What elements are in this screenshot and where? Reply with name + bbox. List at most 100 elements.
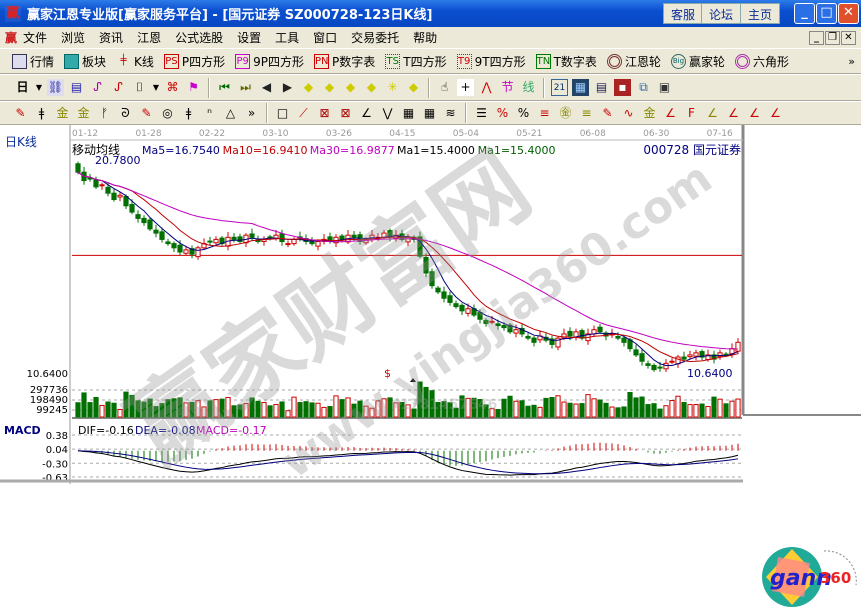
network-icon[interactable]: ⧉ (639, 80, 648, 94)
four-angle-icon[interactable]: ∠ (770, 105, 781, 120)
wave9-icon[interactable]: ᔑ (114, 80, 123, 94)
menu-info[interactable]: 资讯 (99, 31, 124, 45)
gold-lines-icon[interactable]: ≡ (581, 105, 592, 120)
flag-icon[interactable]: ⚑ (188, 80, 199, 94)
circle-icon[interactable]: ◎ (162, 105, 173, 120)
p-square-button[interactable]: PS P四方形 (163, 53, 226, 69)
menu-settings[interactable]: 设置 (237, 31, 262, 45)
menu-file[interactable]: 文件 (23, 31, 48, 45)
fit-icon[interactable]: ✳ (387, 80, 398, 94)
percent-line-icon[interactable]: % (496, 105, 509, 120)
customer-service-button[interactable]: 客服 (663, 3, 704, 24)
grid-lines-icon[interactable]: ǂ (185, 105, 192, 120)
menu-trade[interactable]: 交易委托 (351, 31, 400, 45)
sector-button[interactable]: 板块 (64, 53, 106, 70)
wave3-icon[interactable]: ᔑ (93, 80, 102, 94)
triangle-icon[interactable]: △ (225, 105, 236, 120)
percent-lines-icon[interactable]: ≡ (539, 105, 550, 120)
hatch-icon[interactable]: ▦ (402, 105, 415, 120)
app-menu-icon[interactable]: 赢 (5, 31, 18, 45)
move-icon[interactable]: ◆ (408, 80, 419, 94)
gold2-icon[interactable]: 金 (77, 105, 90, 120)
link-icon[interactable]: ⛓ (47, 79, 64, 96)
9p-square-button[interactable]: P9 9P四方形 (235, 53, 305, 69)
mdi-restore-button[interactable]: ❐ (825, 31, 840, 45)
menu-gann[interactable]: 江恩 (137, 31, 162, 45)
pen3-icon[interactable]: ✎ (602, 105, 613, 120)
more-chevron-icon[interactable]: » (848, 54, 855, 68)
angle2-icon[interactable]: ∠ (665, 105, 676, 120)
minimize-button[interactable]: _ (794, 3, 815, 24)
wave-icon[interactable]: ∿ (623, 105, 634, 120)
angle-icon[interactable]: ∠ (361, 105, 372, 120)
box2-icon[interactable]: ⊠ (340, 105, 351, 120)
dropdown-arrow-icon[interactable]: ▼ (35, 83, 43, 92)
9t-square-button[interactable]: T9 9T四方形 (456, 53, 526, 69)
percent-icon[interactable]: % (517, 105, 530, 120)
save-icon[interactable]: ▪ (614, 79, 631, 96)
computer-icon[interactable]: ▣ (658, 80, 671, 94)
winner-wheel-button[interactable]: Big 赢家轮 (670, 53, 725, 69)
t-number-table-button[interactable]: TN T数字表 (535, 53, 597, 69)
line-icon[interactable]: ⋀ (481, 80, 492, 94)
win-angle-icon[interactable]: ∠ (749, 105, 760, 120)
menu-browse[interactable]: 浏览 (61, 31, 86, 45)
angle3-icon[interactable]: ∠ (728, 105, 739, 120)
last-icon[interactable]: ⏭ (240, 80, 251, 94)
gold3-icon[interactable]: 金 (643, 105, 656, 120)
pen2-icon[interactable]: ✎ (141, 105, 152, 120)
box-icon[interactable]: ⊠ (319, 105, 330, 120)
gold-circle-icon[interactable]: ㊎ (559, 105, 572, 120)
mdi-minimize-button[interactable]: _ (809, 31, 824, 45)
parallel-icon[interactable]: ǂ (38, 105, 45, 120)
shrink-icon[interactable]: ◆ (366, 80, 377, 94)
hatch2-icon[interactable]: ▦ (423, 105, 436, 120)
menu-help[interactable]: 帮助 (413, 31, 438, 45)
rect-icon[interactable]: □ (276, 105, 289, 120)
lines-icon[interactable]: ≋ (445, 105, 456, 120)
pattern-icon[interactable]: ⌘ (166, 80, 179, 94)
spiral-icon[interactable]: ᘐ (121, 105, 130, 120)
zoom-right-icon[interactable]: ◆ (324, 80, 335, 94)
crosshair-icon[interactable]: + (457, 79, 474, 96)
chart-area[interactable]: 日K线 01-12 01-28 02-22 03-10 03-26 04-15 05-04 0… (0, 125, 861, 607)
close-button[interactable]: ✕ (838, 3, 859, 24)
mdi-close-button[interactable]: ✕ (841, 31, 856, 45)
hand-icon[interactable]: ☝ (440, 80, 449, 94)
zoom-left-icon[interactable]: ◆ (303, 80, 314, 94)
menu-window[interactable]: 窗口 (313, 31, 338, 45)
p-number-table-button[interactable]: PN P数字表 (314, 53, 376, 69)
fib-icon[interactable]: ⁿ (207, 105, 212, 120)
calendar-icon[interactable]: 21 (551, 79, 568, 96)
section-icon[interactable]: 节 (501, 80, 514, 94)
candle-type-icon[interactable]: ⌷ (135, 80, 144, 94)
maximize-button[interactable]: □ (816, 3, 837, 24)
menu-formula[interactable]: 公式选股 (175, 31, 224, 45)
left-arrow-icon[interactable]: ◀ (261, 80, 272, 94)
more-icon[interactable]: » (247, 105, 256, 120)
dropdown-arrow-icon[interactable]: ▼ (152, 83, 160, 92)
homepage-button[interactable]: 主页 (740, 3, 781, 24)
first-icon[interactable]: ⏮ (219, 80, 230, 94)
hexagon-button[interactable]: 六角形 (734, 53, 789, 70)
ruler-icon[interactable]: ☰ (476, 105, 487, 120)
menu-tools[interactable]: 工具 (275, 31, 300, 45)
forum-button[interactable]: 论坛 (701, 3, 742, 24)
kline-button[interactable]: ╪ K线 (116, 53, 154, 70)
gold-angle-icon[interactable]: ∠ (707, 105, 718, 120)
t-square-button[interactable]: TS T四方形 (385, 53, 447, 69)
fan-icon[interactable]: ⟋ (299, 105, 308, 120)
period-select[interactable]: 日 (16, 80, 29, 94)
pen-icon[interactable]: ✎ (15, 105, 26, 120)
calculator-icon[interactable]: ▦ (572, 79, 589, 96)
report-icon[interactable]: ▤ (595, 80, 608, 94)
gann-wheel-button[interactable]: 江恩轮 (606, 53, 661, 70)
expand-icon[interactable]: ◆ (345, 80, 356, 94)
zigzag-icon[interactable]: ⋁ (382, 105, 393, 120)
fork-icon[interactable]: ᚠ (100, 105, 109, 120)
gold1-icon[interactable]: 金 (56, 105, 69, 120)
quotes-button[interactable]: 行情 (12, 53, 54, 70)
f-angle-icon[interactable]: F (688, 105, 695, 120)
kline-chart[interactable]: 01-12 01-28 02-22 03-10 03-26 04-15 05-04 05-21… (0, 125, 861, 484)
notepad-icon[interactable]: ▤ (70, 80, 83, 94)
